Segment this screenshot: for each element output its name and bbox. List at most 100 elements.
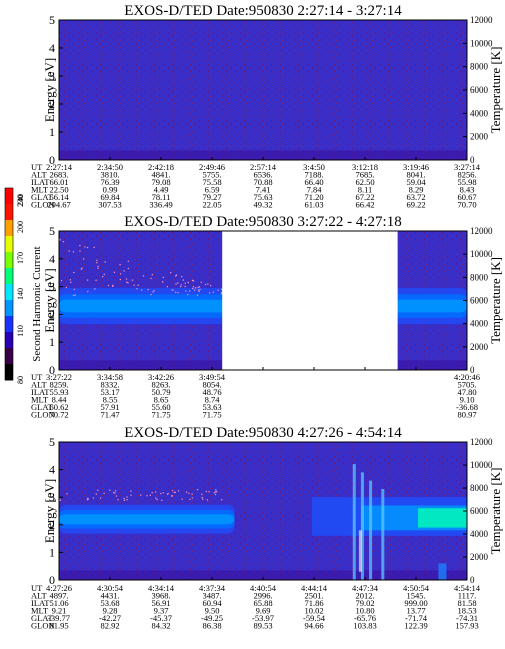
colorbar-swatch — [5, 252, 13, 269]
sparse-count — [60, 279, 63, 282]
row-value: 3:42:26 — [148, 372, 174, 382]
sparse-count — [117, 499, 119, 501]
y2tick-label: 0 — [470, 365, 475, 375]
sparse-count — [208, 292, 211, 294]
row-value: 1545. — [406, 591, 425, 601]
sparse-count — [206, 499, 208, 501]
ytick-label: 1 — [49, 125, 55, 139]
y2tick-label: 2000 — [470, 132, 489, 142]
row-value: 4:34:14 — [148, 583, 175, 593]
sparse-count — [170, 272, 172, 274]
sparse-count — [177, 282, 179, 284]
row-value: -65.76 — [354, 613, 376, 623]
row-value: 157.93 — [455, 621, 478, 631]
row-value: 9.10 — [460, 395, 475, 405]
row-value: 2:57:14 — [250, 162, 277, 172]
row-value: 76.39 — [100, 177, 119, 187]
row-value: 5705. — [457, 380, 476, 390]
row-value: 84.32 — [151, 621, 170, 631]
sparse-count — [74, 294, 76, 296]
row-value: 55.93 — [49, 387, 68, 397]
row-value: 71.47 — [100, 410, 119, 420]
sparse-count — [103, 273, 105, 276]
sparse-count — [87, 498, 89, 500]
row-label: GLAT — [31, 613, 54, 623]
sparse-count — [167, 493, 169, 495]
row-value: 8.44 — [52, 395, 68, 405]
colorbar-swatch — [5, 268, 13, 285]
sparse-count — [216, 491, 218, 493]
row-value: 71.75 — [202, 410, 221, 420]
row-value: 9.50 — [205, 606, 220, 616]
sparse-count — [59, 238, 61, 240]
row-label: GLAT — [31, 402, 54, 412]
row-value: 79.27 — [202, 192, 221, 202]
row-label: ALT — [31, 591, 48, 601]
colorbar-swatch — [5, 220, 13, 237]
y2tick-label: 4000 — [470, 529, 489, 539]
row-value: 81.95 — [49, 621, 68, 631]
sparse-count — [161, 499, 163, 501]
sparse-count — [221, 288, 223, 290]
row-value: 67.22 — [355, 192, 374, 202]
ytick-label: 0 — [49, 573, 55, 587]
row-value: 4:40:54 — [250, 583, 277, 593]
row-label: GLAT — [31, 192, 54, 202]
row-label: GLON — [31, 410, 55, 420]
colorbar-swatch — [5, 364, 13, 381]
row-value: 22.05 — [202, 200, 221, 210]
row-value: 7188. — [304, 170, 323, 180]
sparse-count — [97, 265, 99, 268]
sparse-count — [131, 279, 134, 281]
sparse-count — [180, 275, 183, 278]
colorbar-tick: 140 — [16, 288, 25, 300]
sparse-count — [156, 498, 158, 501]
row-value: 7.41 — [256, 185, 271, 195]
ytick-label: 5 — [49, 224, 55, 238]
row-value: 94.66 — [304, 621, 323, 631]
row-label: UT — [31, 583, 43, 593]
sparse-count — [62, 241, 65, 243]
row-value: 66.01 — [49, 177, 68, 187]
row-value: -71.74 — [405, 613, 428, 623]
row-value: 56.14 — [49, 192, 69, 202]
row-value: 60.67 — [457, 192, 476, 202]
y2tick-label: 12000 — [470, 437, 493, 447]
row-value: 60.62 — [49, 402, 68, 412]
sparse-count — [192, 286, 195, 288]
row-value: 47.80 — [457, 387, 476, 397]
y2tick-label: 0 — [470, 155, 475, 165]
row-value: 3:27:14 — [454, 162, 481, 172]
sparse-count — [123, 497, 125, 500]
sparse-count — [191, 279, 194, 281]
sparse-count — [127, 267, 129, 270]
sparse-count — [146, 495, 148, 497]
row-value: 294.67 — [47, 200, 70, 210]
sparse-count — [191, 497, 193, 499]
sparse-count — [70, 281, 72, 283]
row-value: 70.70 — [457, 200, 476, 210]
sparse-count — [127, 282, 129, 284]
sparse-count — [175, 291, 177, 293]
row-value: 4:27:26 — [46, 583, 72, 593]
row-value: 57.91 — [100, 402, 119, 412]
sparse-count — [166, 286, 168, 288]
sparse-count — [125, 278, 128, 280]
sparse-count — [68, 250, 70, 252]
sparse-count — [95, 279, 97, 281]
y2tick-label: 10000 — [470, 460, 493, 470]
sparse-count — [177, 490, 180, 492]
low-burst — [438, 563, 447, 580]
sparse-count — [180, 284, 182, 286]
row-value: 5755. — [202, 170, 221, 180]
row-label: MLT — [31, 395, 49, 405]
row-value: 4:30:54 — [97, 583, 124, 593]
sparse-count — [95, 493, 97, 495]
row-value: 4.49 — [154, 185, 169, 195]
sparse-count — [153, 290, 155, 292]
ytick-label: 5 — [49, 435, 55, 449]
row-value: 53.63 — [202, 402, 221, 412]
row-value: 79.02 — [355, 598, 374, 608]
sparse-count — [104, 261, 106, 263]
sparse-count — [155, 497, 157, 499]
